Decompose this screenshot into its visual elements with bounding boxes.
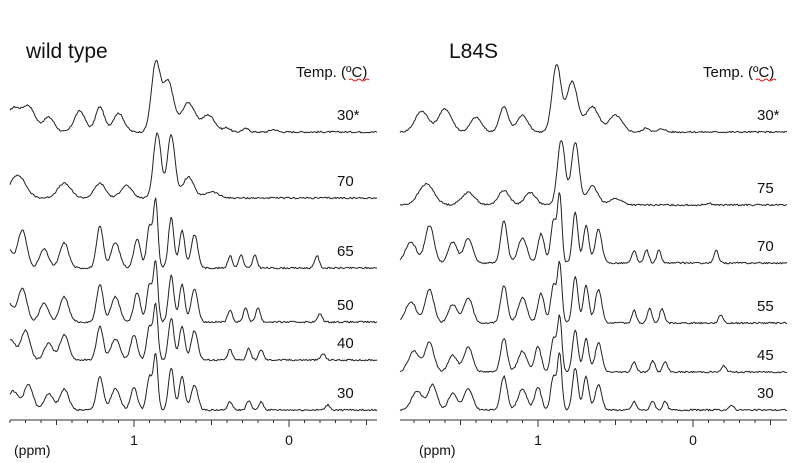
temperature-labels: 30* 75 70 55 45 30 <box>757 107 780 402</box>
spectrum-trace-70 <box>399 192 788 265</box>
panel-title: L84S <box>449 40 498 63</box>
spectrum-trace-40 <box>9 302 378 362</box>
temperature-label: 30* <box>757 107 780 124</box>
spectrum-trace-70 <box>9 132 378 200</box>
spectrum-traces <box>399 64 788 412</box>
panel-title: wild type <box>25 40 108 63</box>
spectrum-trace-65 <box>9 197 377 270</box>
x-axis-label: (ppm) <box>419 442 456 458</box>
temperature-label: 40 <box>337 335 354 352</box>
spellcheck-underline <box>348 78 370 82</box>
temperature-label: 75 <box>757 180 774 197</box>
spectrum-trace-30star <box>9 59 378 134</box>
temperature-label: 55 <box>757 298 774 315</box>
spectrum-trace-30star <box>399 64 788 134</box>
x-axis-label: (ppm) <box>14 442 51 458</box>
x-axis-ticks <box>413 420 771 427</box>
x-tick-label: 0 <box>689 432 697 448</box>
spectrum-traces <box>9 59 378 412</box>
spellcheck-underline <box>755 78 777 82</box>
temperature-label: 65 <box>337 243 354 260</box>
temperature-header: Temp. (ºC) <box>296 64 367 81</box>
temperature-label: 30 <box>337 385 354 402</box>
temperature-labels: 30* 70 65 50 40 30 <box>337 107 360 402</box>
temperature-label: 70 <box>337 173 354 190</box>
spectrum-trace-45 <box>399 314 788 374</box>
temperature-label: 50 <box>337 297 354 314</box>
spectrum-trace-30 <box>399 352 788 412</box>
x-tick-label: 1 <box>534 432 542 448</box>
temperature-label: 30* <box>337 107 360 124</box>
x-axis-ticks <box>9 420 367 427</box>
spectrum-trace-55 <box>399 260 788 325</box>
temperature-label: 30 <box>757 385 774 402</box>
x-tick-label: 0 <box>285 432 293 448</box>
x-tick-label: 1 <box>130 432 138 448</box>
temperature-header: Temp. (ºC) <box>703 64 774 81</box>
spectrum-trace-50 <box>9 260 378 324</box>
temperature-label: 45 <box>757 347 774 364</box>
spectrum-trace-30 <box>9 352 378 412</box>
temperature-label: 70 <box>757 238 774 255</box>
spectrum-trace-75 <box>399 140 788 207</box>
